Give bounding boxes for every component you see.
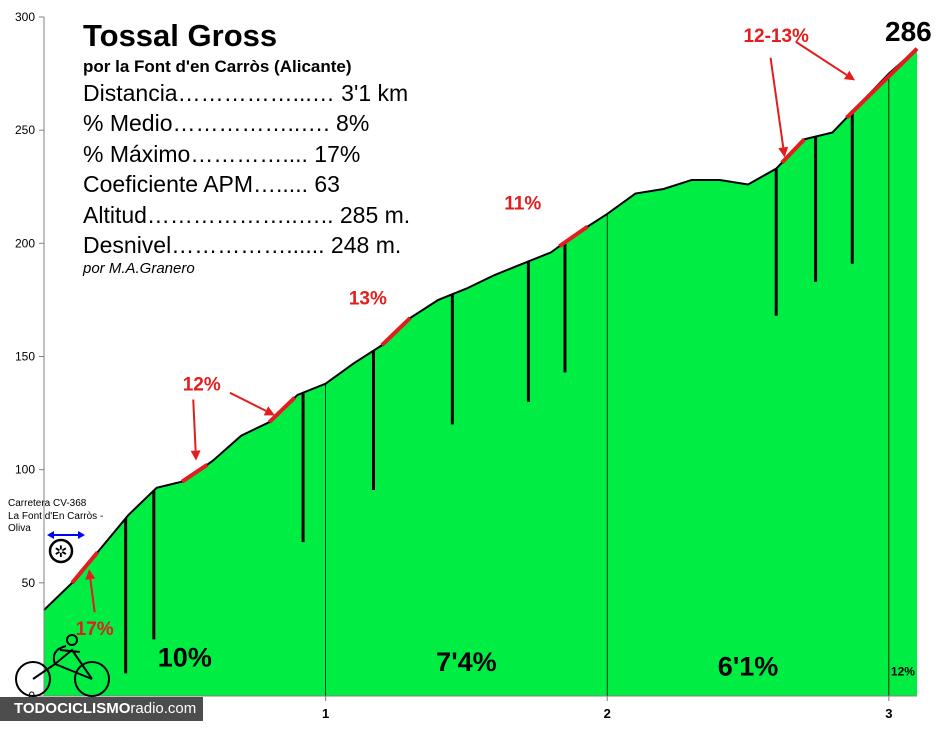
arrow-line-4 [795,41,848,76]
arrow-line-3 [769,57,785,148]
peak-altitude-label: 286 [885,16,932,47]
y-tick-label-200: 200 [15,236,35,250]
arrowhead-left [47,531,54,539]
x-tick-label-3: 3 [885,706,892,721]
arrowhead-right [78,531,85,539]
arrowhead-0 [85,569,96,580]
arrowhead-3 [778,146,789,158]
chart-subtitle: por la Font d'en Carròs (Alicante) [83,57,352,76]
arrowhead-4 [843,70,856,81]
y-tick-label-50: 50 [22,576,36,590]
steep-ramp-0 [70,551,100,585]
ramp-label-5: 12-13% [743,26,809,47]
chart-title: Tossal Gross [83,18,278,53]
ramp-label-1: 12% [183,374,221,395]
stat-altitude: Altitud………………..….. 285 m. [83,202,411,228]
stat-distance: Distancia……………...… 3'1 km [83,80,409,106]
arrow-line-1 [192,399,197,451]
arrow-line-2 [229,391,267,412]
logo-part-todo: TODO [14,700,58,717]
x-tick-label-2: 2 [604,706,611,721]
steep-ramp-2 [267,396,297,424]
y-tick-label-150: 150 [15,350,35,364]
steep-ramp-4 [558,224,589,248]
cyclist-icon [15,634,110,697]
arrowhead-1 [190,450,201,461]
roundabout-glyph: ✲ [54,542,67,561]
logo-part-ciclismo: CICLISMO [57,700,131,717]
arrowhead-2 [263,406,275,416]
author-credit: por M.A.Granero [83,260,195,277]
site-logo[interactable]: TODOCICLISMOradio.com [0,697,203,721]
ramp-label-4: 11% [504,193,541,214]
stat-apm-coefficient: Coeficiente APM…..... 63 [83,171,340,197]
road-sign-marker: ✲ [47,531,85,564]
steep-ramp-5 [780,137,806,165]
stat-max-gradient: % Máximo………….... 17% [83,141,361,167]
ramp-label-0: 17% [76,619,114,640]
km-gradient-label-2: 6'1% [718,652,778,682]
ramp-label-3: 13% [349,288,387,309]
roundabout-icon [48,538,74,564]
y-tick-label-300: 300 [15,10,35,24]
arrow-line-0 [89,579,96,613]
profile-area [44,48,917,697]
steep-ramp-1 [180,463,209,484]
km-gradient-label-0: 10% [158,643,212,673]
km-gradient-label-1: 7'4% [436,647,496,677]
stat-average-gradient: % Medio……………..…. 8% [83,110,370,136]
stat-elevation-gain: Desnivel……………...... 248 m. [83,232,402,258]
steep-ramp-6 [845,47,919,120]
km-gradient-label-3: 12% [891,665,915,679]
logo-part-radio: radio.com [130,700,197,717]
y-tick-label-250: 250 [15,123,35,137]
y-tick-label-100: 100 [15,463,35,477]
steep-ramp-3 [380,316,412,347]
road-sign-text: Carretera CV-368 La Font d'En Carròs - O… [8,498,104,534]
x-tick-label-1: 1 [322,706,329,721]
